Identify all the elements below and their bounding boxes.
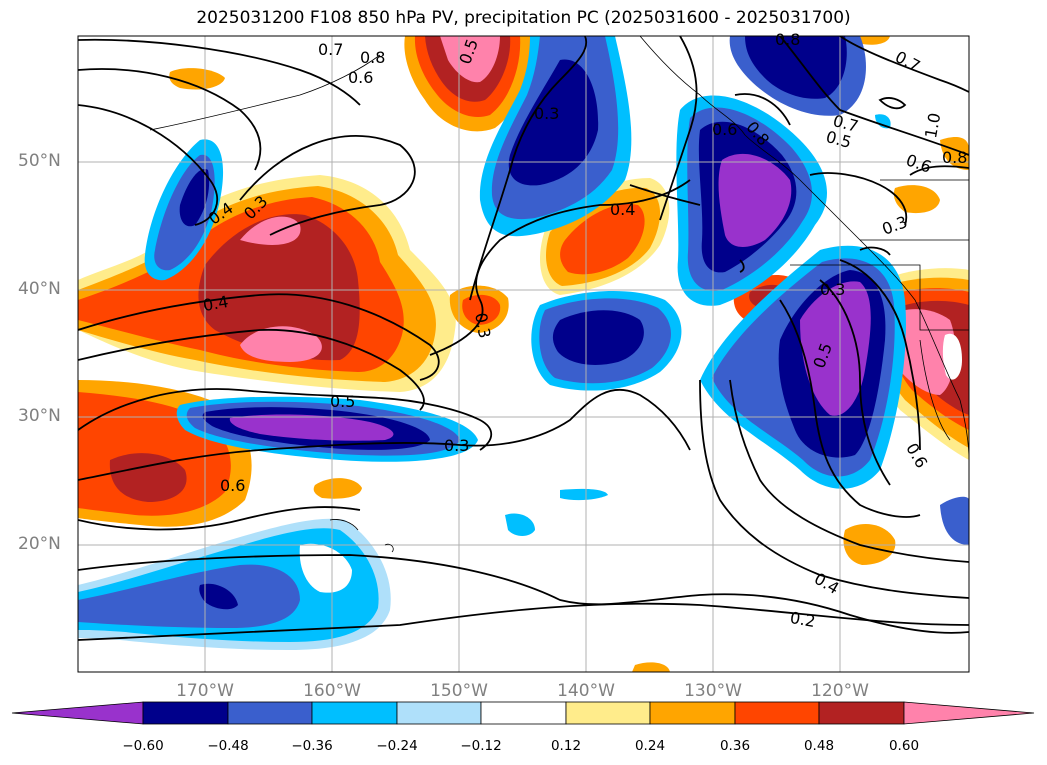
- map-title: 2025031200 F108 850 hPa PV, precipitatio…: [196, 8, 851, 28]
- map-plot-area: [78, 36, 969, 672]
- colorbar-tick-label: 0.24: [634, 738, 666, 754]
- lon-label: 160°W: [303, 681, 361, 701]
- colorbar-tick-label: 0.12: [550, 738, 582, 754]
- lat-label: 50°N: [18, 151, 61, 171]
- graticule: [78, 36, 969, 672]
- lon-label: 170°W: [176, 681, 234, 701]
- colorbar-tick-label: −0.36: [291, 738, 333, 754]
- colorbar-tick-label: 0.36: [719, 738, 751, 754]
- colorbar-tick-label: −0.48: [207, 738, 249, 754]
- precip-anomaly-fill: [78, 36, 969, 672]
- colorbar-tick-label: −0.24: [376, 738, 418, 754]
- lat-label: 20°N: [18, 534, 61, 554]
- colorbar-tick-label: 0.48: [803, 738, 835, 754]
- colorbar-extend-high: [903, 701, 1035, 725]
- pv-contours: [78, 36, 969, 641]
- colorbar-tick-label: −0.60: [122, 738, 164, 754]
- lon-label: 130°W: [684, 681, 742, 701]
- lat-label: 30°N: [18, 406, 61, 426]
- coastlines: [149, 36, 969, 553]
- colorbar-tick-label: 0.60: [888, 738, 920, 754]
- colorbar-extend-low: [11, 701, 144, 725]
- colorbar: [11, 701, 1035, 725]
- colorbar-tick-label: −0.12: [460, 738, 502, 754]
- lon-label: 140°W: [557, 681, 615, 701]
- lon-label: 150°W: [430, 681, 488, 701]
- map-frame: [77, 35, 970, 673]
- lat-label: 40°N: [18, 279, 61, 299]
- lon-label: 120°W: [811, 681, 869, 701]
